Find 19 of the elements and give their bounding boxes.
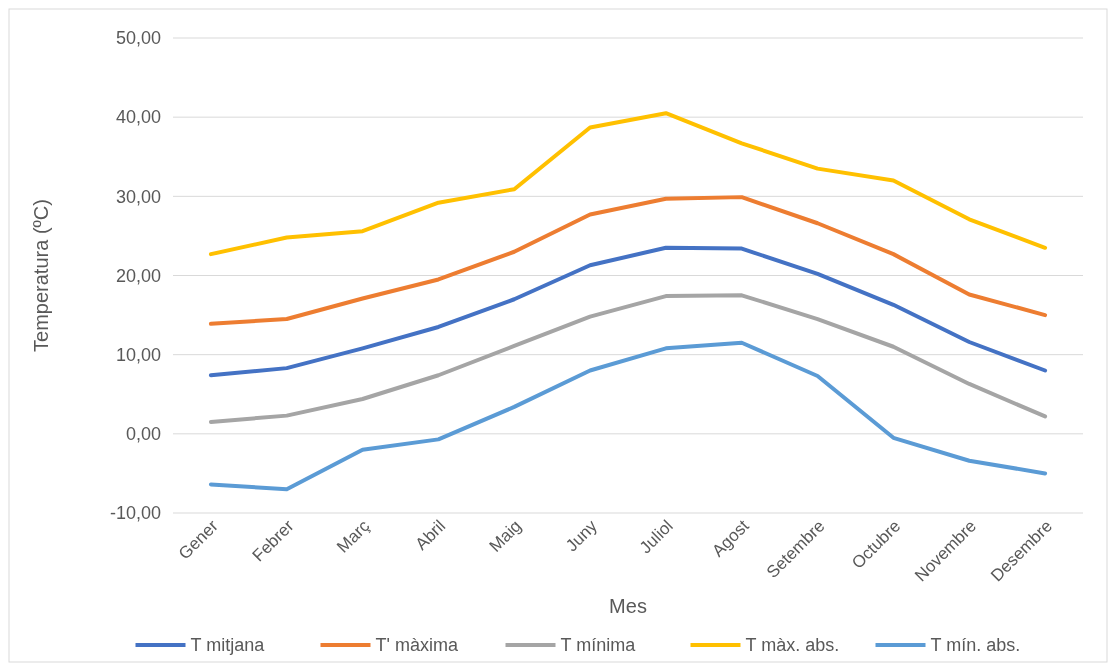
line-series — [208, 245, 1048, 378]
legend-label: T mín. abs. — [930, 635, 1021, 656]
line-series — [208, 340, 1048, 492]
y-tick-label: 20,00 — [115, 265, 161, 286]
line-series — [208, 111, 1048, 257]
y-tick-label: 30,00 — [115, 186, 161, 207]
line-series — [208, 195, 1048, 326]
x-axis-title: Mes — [609, 595, 647, 617]
y-tick-label: 0,00 — [125, 424, 161, 445]
legend-label: T mínima — [560, 635, 637, 656]
legend-label: T màx. abs. — [745, 635, 840, 656]
legend-label: T mitjana — [190, 635, 266, 656]
y-axis-title: Temperatura (ºC) — [30, 199, 52, 352]
y-tick-label: 40,00 — [115, 107, 161, 128]
y-tick-label: 50,00 — [115, 28, 161, 49]
line-series — [208, 293, 1048, 424]
y-tick-label: -10,00 — [109, 503, 161, 524]
legend-label: T' màxima — [375, 635, 459, 656]
y-tick-label: 10,00 — [115, 344, 161, 365]
